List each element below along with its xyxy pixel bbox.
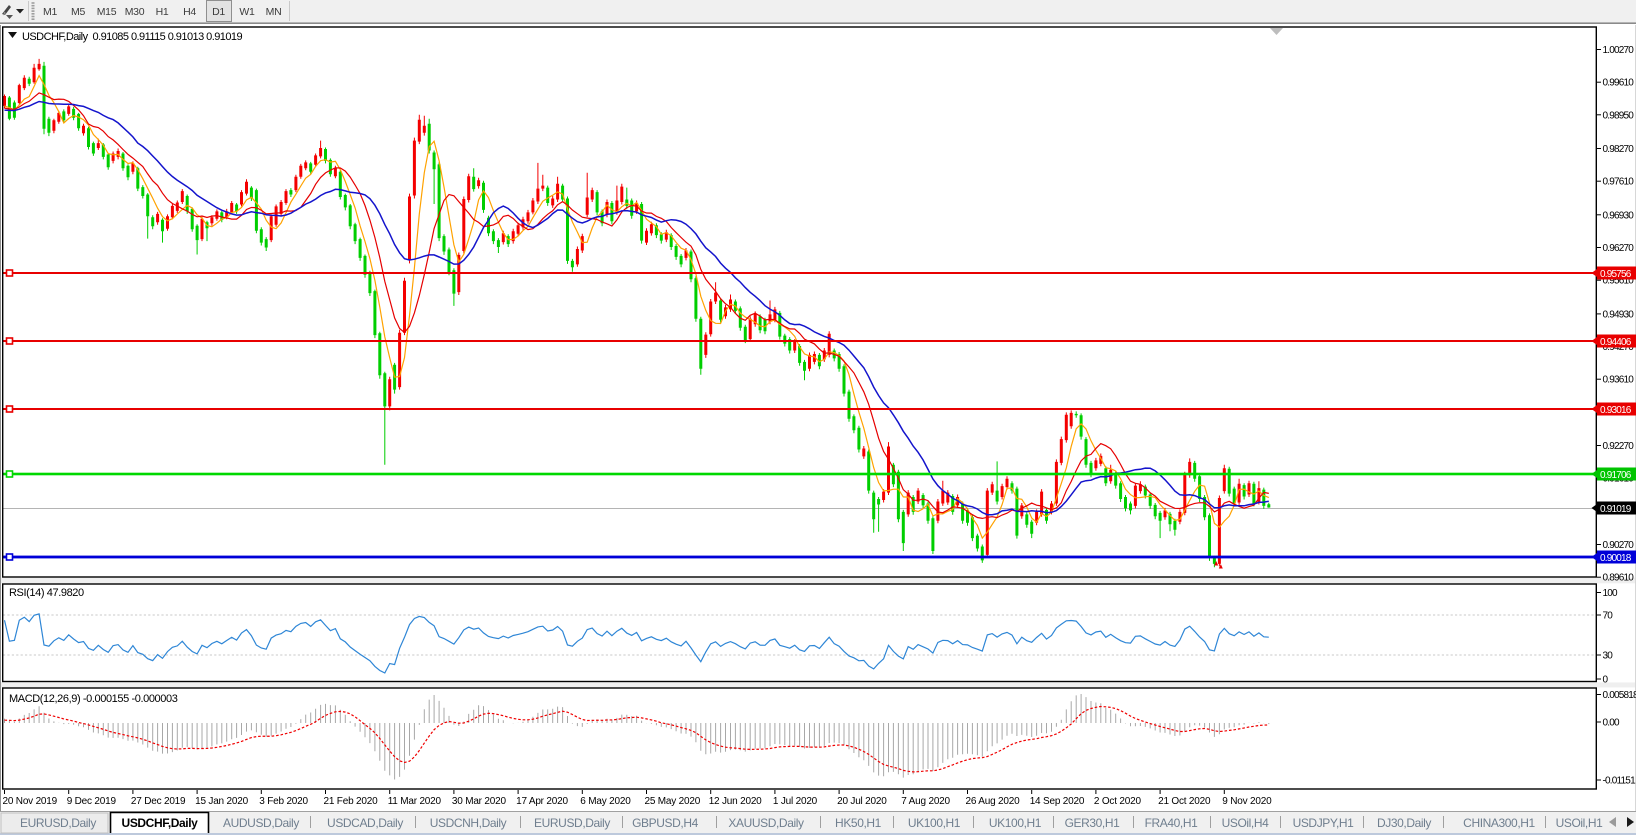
svg-text:0.93016: 0.93016	[1600, 405, 1632, 416]
svg-text:0.98950: 0.98950	[1603, 110, 1635, 121]
svg-text:70: 70	[1603, 611, 1614, 622]
svg-text:M5: M5	[71, 6, 85, 18]
svg-text:GBPUSD,H4: GBPUSD,H4	[632, 816, 698, 830]
svg-text:-0.01151: -0.01151	[1603, 776, 1636, 787]
svg-text:XAUUSD,Daily: XAUUSD,Daily	[728, 816, 804, 830]
svg-text:26 Aug 2020: 26 Aug 2020	[966, 796, 1021, 807]
svg-text:D1: D1	[212, 6, 225, 18]
svg-text:20 Jul 2020: 20 Jul 2020	[837, 796, 887, 807]
svg-text:15 Jan 2020: 15 Jan 2020	[195, 796, 248, 807]
svg-text:0.92270: 0.92270	[1603, 441, 1635, 452]
svg-text:USOil,H4: USOil,H4	[1222, 816, 1270, 830]
svg-text:H4: H4	[183, 6, 196, 18]
svg-text:100: 100	[1603, 588, 1619, 599]
svg-text:USDCAD,Daily: USDCAD,Daily	[327, 816, 403, 830]
svg-text:USDCHF,Daily 0.91085 0.91115: USDCHF,Daily 0.91085 0.91115 0.91013 0.9…	[22, 31, 242, 43]
svg-text:GER30,H1: GER30,H1	[1065, 816, 1121, 830]
svg-text:USOil,H1: USOil,H1	[1556, 816, 1604, 830]
svg-text:0.91706: 0.91706	[1600, 470, 1632, 481]
svg-text:30 Mar 2020: 30 Mar 2020	[452, 796, 507, 807]
svg-text:UK100,H1: UK100,H1	[908, 816, 961, 830]
svg-text:UK100,H1: UK100,H1	[989, 816, 1042, 830]
svg-text:21 Oct 2020: 21 Oct 2020	[1158, 796, 1211, 807]
svg-text:HK50,H1: HK50,H1	[835, 816, 882, 830]
svg-text:0.94930: 0.94930	[1603, 309, 1635, 320]
svg-text:0.005818: 0.005818	[1603, 690, 1636, 701]
svg-text:0.98270: 0.98270	[1603, 144, 1635, 155]
svg-text:11 Mar 2020: 11 Mar 2020	[388, 796, 442, 807]
svg-text:0.95756: 0.95756	[1600, 269, 1632, 280]
svg-text:RSI(14) 47.9820: RSI(14) 47.9820	[9, 587, 84, 599]
svg-text:0.90270: 0.90270	[1603, 540, 1635, 551]
svg-text:AUDUSD,Daily: AUDUSD,Daily	[223, 816, 299, 830]
svg-text:9 Dec 2019: 9 Dec 2019	[67, 796, 117, 807]
svg-text:DJ30,Daily: DJ30,Daily	[1377, 816, 1431, 830]
svg-text:30: 30	[1603, 651, 1614, 662]
svg-text:0.97610: 0.97610	[1603, 177, 1635, 188]
svg-text:7 Aug 2020: 7 Aug 2020	[901, 796, 950, 807]
svg-text:0.91019: 0.91019	[1600, 504, 1632, 515]
svg-text:USDCHF,Daily: USDCHF,Daily	[122, 816, 199, 830]
svg-text:1.00270: 1.00270	[1603, 45, 1635, 56]
svg-text:FRA40,H1: FRA40,H1	[1145, 816, 1199, 830]
svg-text:0.89610: 0.89610	[1603, 573, 1635, 584]
svg-text:MN: MN	[266, 6, 282, 18]
svg-text:W1: W1	[239, 6, 255, 18]
svg-text:17 Apr 2020: 17 Apr 2020	[516, 796, 568, 807]
svg-text:3 Feb 2020: 3 Feb 2020	[259, 796, 308, 807]
svg-text:EURUSD,Daily: EURUSD,Daily	[20, 816, 96, 830]
svg-text:1 Jul 2020: 1 Jul 2020	[773, 796, 818, 807]
svg-text:USDCNH,Daily: USDCNH,Daily	[430, 816, 507, 830]
svg-text:0.00: 0.00	[1603, 718, 1621, 729]
svg-text:0.99610: 0.99610	[1603, 78, 1635, 89]
svg-text:0.93610: 0.93610	[1603, 375, 1635, 386]
svg-text:M30: M30	[125, 6, 145, 18]
svg-text:0.96930: 0.96930	[1603, 210, 1635, 221]
svg-text:12 Jun 2020: 12 Jun 2020	[709, 796, 762, 807]
svg-text:14 Sep 2020: 14 Sep 2020	[1030, 796, 1085, 807]
svg-text:USDJPY,H1: USDJPY,H1	[1293, 816, 1355, 830]
svg-text:6 May 2020: 6 May 2020	[580, 796, 631, 807]
svg-text:9 Nov 2020: 9 Nov 2020	[1222, 796, 1272, 807]
svg-text:M15: M15	[97, 6, 117, 18]
svg-text:CHINA300,H1: CHINA300,H1	[1463, 816, 1535, 830]
svg-text:25 May 2020: 25 May 2020	[645, 796, 701, 807]
svg-text:20 Nov 2019: 20 Nov 2019	[3, 796, 58, 807]
svg-text:EURUSD,Daily: EURUSD,Daily	[534, 816, 610, 830]
svg-text:0.90018: 0.90018	[1600, 553, 1632, 564]
svg-text:0.96270: 0.96270	[1603, 243, 1635, 254]
svg-text:H1: H1	[156, 6, 169, 18]
svg-text:21 Feb 2020: 21 Feb 2020	[324, 796, 379, 807]
svg-text:MACD(12,26,9) -0.000155 -0.000: MACD(12,26,9) -0.000155 -0.000003	[9, 693, 178, 705]
svg-text:M1: M1	[43, 6, 57, 18]
svg-text:27 Dec 2019: 27 Dec 2019	[131, 796, 186, 807]
svg-text:0.94406: 0.94406	[1600, 337, 1632, 348]
svg-text:2 Oct 2020: 2 Oct 2020	[1094, 796, 1142, 807]
